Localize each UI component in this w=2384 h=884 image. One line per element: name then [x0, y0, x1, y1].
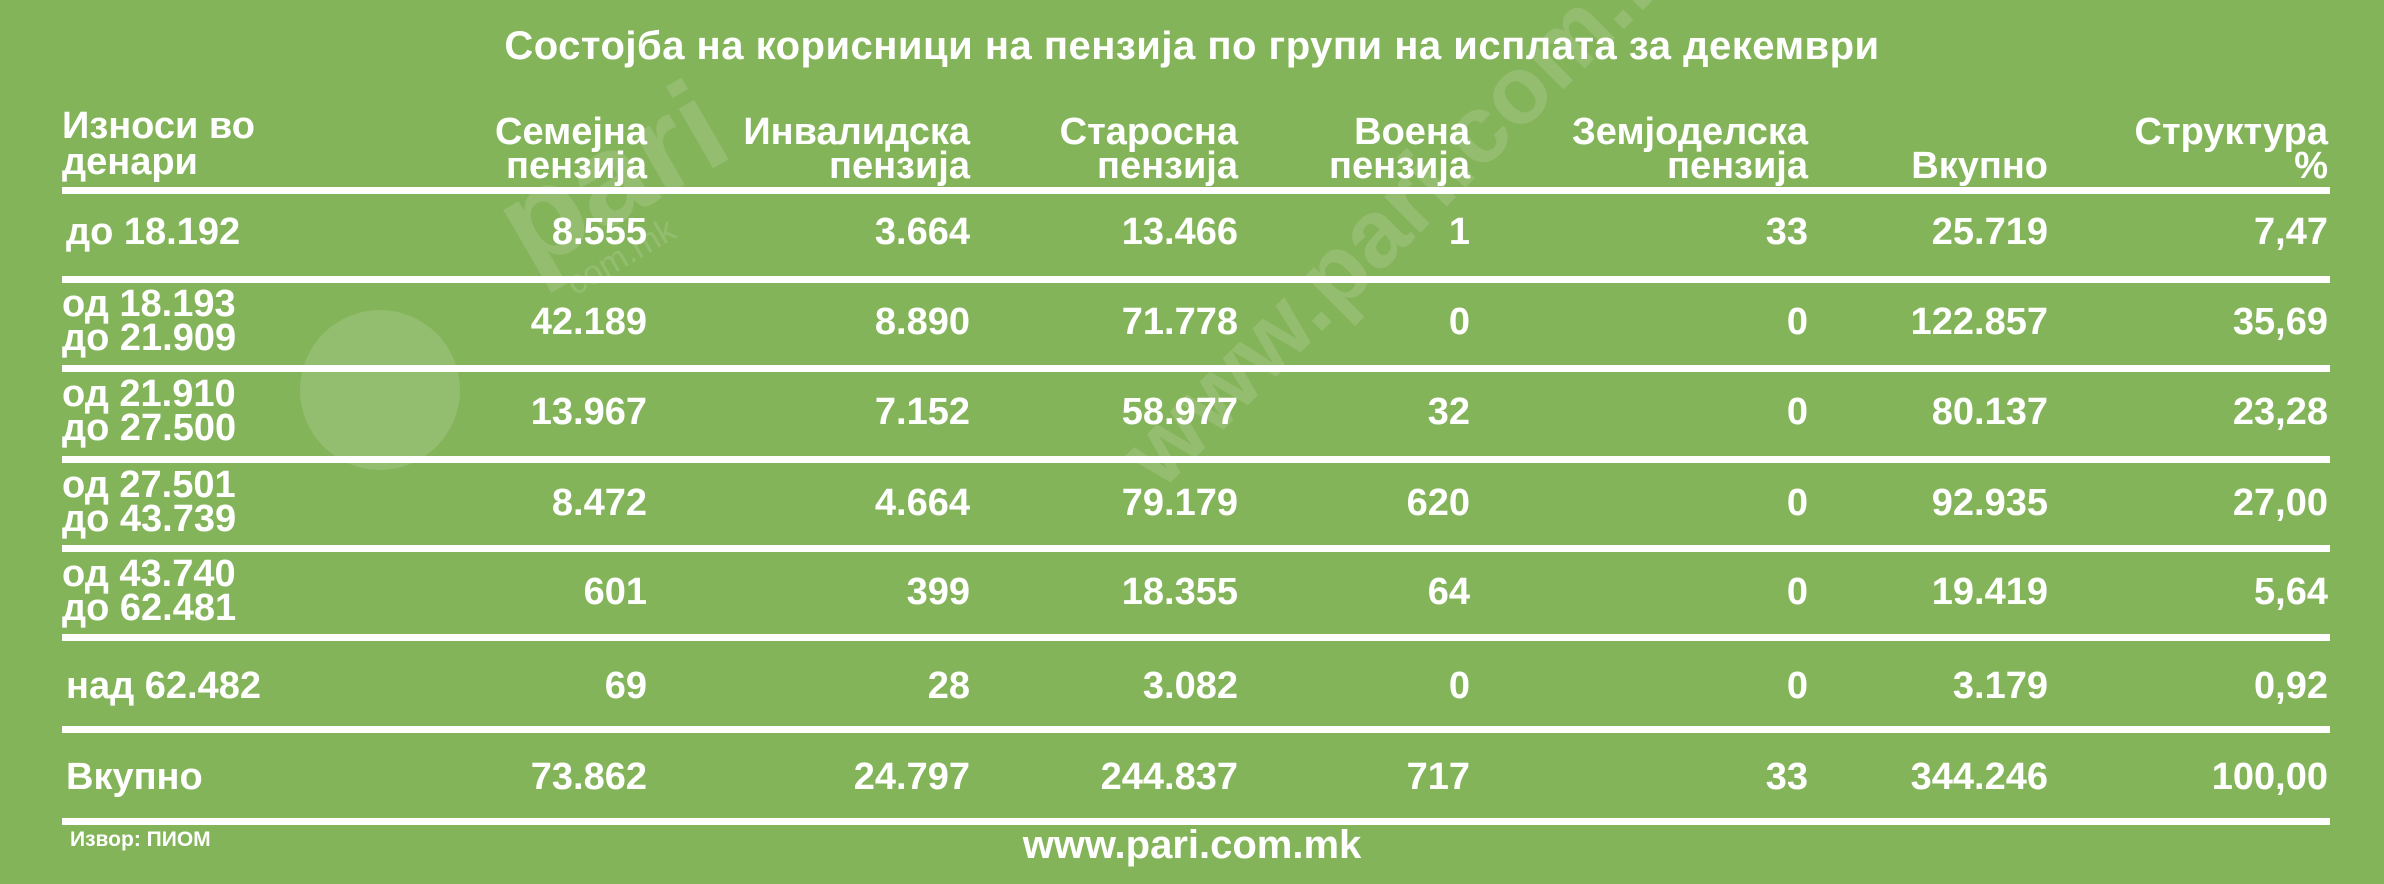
header-structure-line2: % [2294, 145, 2328, 187]
cell-family: 13.967 [530, 391, 647, 433]
header-total-line2: Вкупно [1911, 145, 2048, 187]
cell-agricultural: 0 [1786, 301, 1808, 343]
row-label-line2: до 27.500 [62, 407, 237, 449]
cell-old-age: 79.179 [1121, 482, 1238, 524]
row-label: Вкупно [66, 756, 203, 798]
header-disability-line1: Инвалидска [743, 111, 970, 153]
cell-old-age: 13.466 [1121, 211, 1238, 253]
cell-military: 0 [1448, 301, 1470, 343]
row-divider [62, 187, 2330, 194]
cell-agricultural: 0 [1786, 665, 1808, 707]
cell-disability: 399 [906, 571, 970, 613]
cell-agricultural: 33 [1765, 211, 1808, 253]
cell-structure: 35,69 [2232, 301, 2328, 343]
cell-total: 92.935 [1931, 482, 2048, 524]
cell-total: 122.857 [1910, 301, 2048, 343]
row-label-line2: до 43.739 [62, 498, 237, 540]
cell-structure: 7,47 [2254, 211, 2328, 253]
row-divider [62, 276, 2330, 283]
row-divider [62, 726, 2330, 733]
header-structure-line1: Структура [2134, 111, 2328, 153]
header-amount-line2: денари [62, 141, 198, 183]
header-family-line2: пензија [506, 145, 647, 187]
header-disability-line2: пензија [829, 145, 970, 187]
footer-website: www.pari.com.mk [1022, 823, 1362, 867]
cell-total: 344.246 [1910, 756, 2048, 798]
row-divider [62, 634, 2330, 641]
row-label-line2: до 62.481 [62, 587, 237, 629]
cell-disability: 4.664 [874, 482, 970, 524]
cell-structure: 0,92 [2254, 665, 2328, 707]
row-divider [62, 545, 2330, 552]
cell-military: 1 [1448, 211, 1470, 253]
source-note: Извор: ПИОМ [70, 828, 211, 851]
row-label-line1: од 18.193 [62, 283, 236, 325]
cell-family: 73.862 [530, 756, 647, 798]
cell-structure: 100,00 [2211, 756, 2328, 798]
footer-rule [62, 818, 2330, 825]
cell-old-age: 58.977 [1121, 391, 1238, 433]
cell-structure: 27,00 [2232, 482, 2328, 524]
header-family-line1: Семејна [495, 111, 647, 153]
cell-agricultural: 0 [1786, 571, 1808, 613]
table-title: Состојба на корисници на пензија по груп… [504, 24, 1880, 68]
row-divider [62, 456, 2330, 463]
header-agricultural-line1: Земјоделска [1572, 111, 1808, 153]
header-agricultural-line2: пензија [1667, 145, 1808, 187]
row-label: до 18.192 [66, 211, 241, 253]
cell-disability: 7.152 [874, 391, 970, 433]
cell-family: 601 [583, 571, 647, 613]
cell-old-age: 3.082 [1142, 665, 1238, 707]
header-amount-line1: Износи во [62, 105, 255, 147]
cell-family: 8.472 [551, 482, 647, 524]
row-label-line1: од 21.910 [62, 373, 236, 415]
header-old-age-line1: Старосна [1059, 111, 1238, 153]
cell-family: 8.555 [551, 211, 647, 253]
header-military-line1: Воена [1354, 111, 1470, 153]
cell-disability: 3.664 [874, 211, 970, 253]
cell-old-age: 244.837 [1100, 756, 1238, 798]
row-label: над 62.482 [66, 665, 261, 707]
cell-military: 717 [1406, 756, 1470, 798]
cell-structure: 5,64 [2254, 571, 2328, 613]
cell-military: 0 [1448, 665, 1470, 707]
cell-disability: 8.890 [874, 301, 970, 343]
cell-total: 3.179 [1952, 665, 2048, 707]
cell-disability: 24.797 [853, 756, 970, 798]
row-divider [62, 365, 2330, 372]
cell-family: 42.189 [530, 301, 647, 343]
cell-military: 620 [1406, 482, 1470, 524]
cell-old-age: 18.355 [1121, 571, 1238, 613]
cell-total: 25.719 [1931, 211, 2048, 253]
cell-old-age: 71.778 [1121, 301, 1238, 343]
cell-structure: 23,28 [2232, 391, 2328, 433]
header-military-line2: пензија [1329, 145, 1470, 187]
cell-total: 19.419 [1931, 571, 2048, 613]
cell-military: 32 [1427, 391, 1470, 433]
cell-agricultural: 0 [1786, 391, 1808, 433]
cell-agricultural: 33 [1765, 756, 1808, 798]
cell-military: 64 [1427, 571, 1470, 613]
row-label-line2: до 21.909 [62, 317, 237, 359]
cell-total: 80.137 [1931, 391, 2048, 433]
cell-disability: 28 [927, 665, 970, 707]
header-old-age-line2: пензија [1097, 145, 1238, 187]
row-label-line1: од 27.501 [62, 464, 236, 506]
cell-agricultural: 0 [1786, 482, 1808, 524]
row-label-line1: од 43.740 [62, 553, 236, 595]
cell-family: 69 [604, 665, 647, 707]
